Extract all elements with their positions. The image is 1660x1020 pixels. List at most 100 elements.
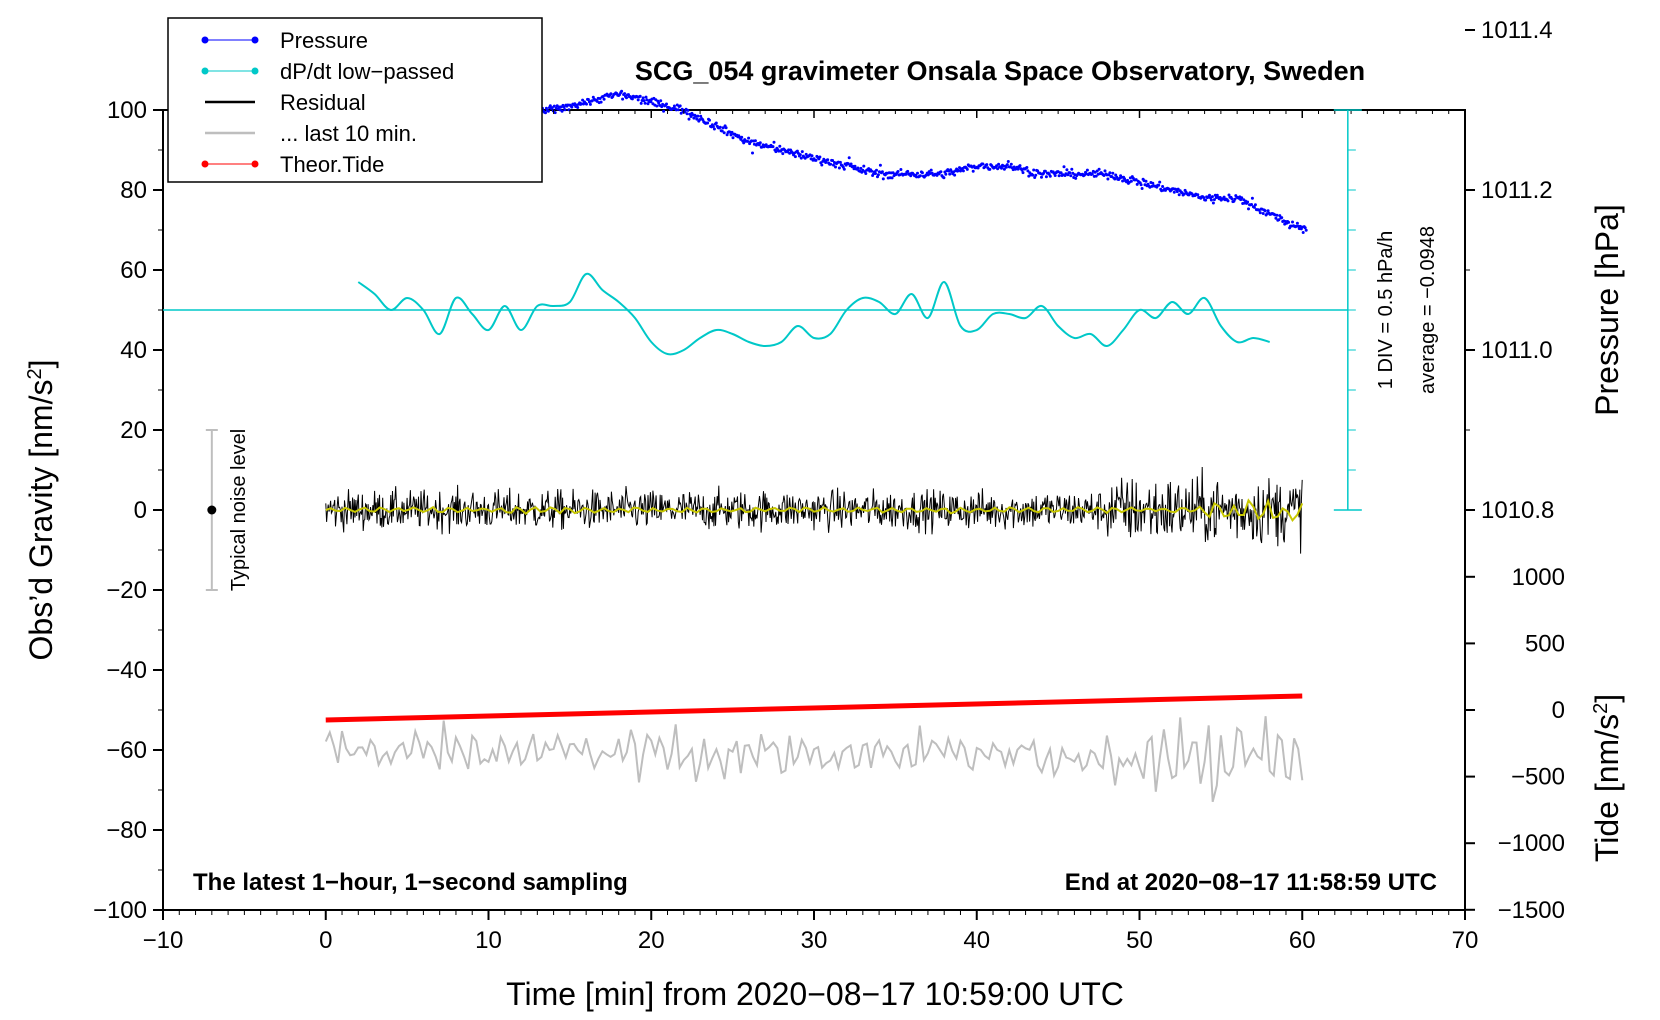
pressure-point	[576, 106, 580, 109]
pressure-point	[814, 158, 818, 162]
legend-swatch-dot	[201, 67, 209, 75]
pressure-point	[1246, 200, 1250, 204]
pressure-point	[859, 166, 863, 170]
noise-level-bar	[205, 429, 218, 591]
legend-label: dP/dt low−passed	[280, 59, 454, 84]
pressure-point	[1048, 174, 1052, 178]
pressure-point	[1182, 192, 1186, 196]
pressure-point	[988, 167, 992, 171]
pressure-point	[896, 170, 900, 173]
pressure-point	[758, 141, 762, 145]
pressure-point	[771, 145, 775, 149]
pressure-point	[1031, 173, 1035, 177]
pressure-point	[1151, 181, 1155, 185]
pressure-point	[838, 160, 842, 164]
pressure-point	[810, 154, 814, 158]
pressure-point	[818, 155, 822, 159]
pressure-point	[685, 112, 689, 116]
pressure-point	[1277, 218, 1281, 222]
pressure-point	[562, 105, 566, 109]
pressure-point	[1304, 228, 1308, 232]
noise-bar-center-dot	[207, 505, 217, 515]
pressure-point	[1135, 182, 1139, 186]
pressure-point	[793, 155, 797, 159]
pressure-point	[1176, 187, 1180, 191]
pressure-point	[725, 133, 729, 137]
pressure-point	[1287, 220, 1291, 224]
x-tick-label: −10	[143, 927, 184, 954]
pressure-point	[1057, 174, 1061, 178]
x-tick-label: 60	[1289, 927, 1316, 954]
legend-swatch-dot	[201, 36, 209, 44]
x-axis: −10 0 10 20 30 40 50 60 70	[143, 110, 1478, 954]
pressure-point	[847, 156, 851, 160]
pressure-point	[621, 97, 625, 101]
pressure-point	[1134, 178, 1138, 182]
pressure-point	[1016, 167, 1020, 171]
tide-axis: 1000 500 0 −500 −1000 −1500	[1465, 564, 1565, 924]
pressure-point	[890, 176, 894, 180]
pressure-point	[1261, 212, 1265, 215]
pressure-point	[687, 117, 691, 121]
pressure-point	[909, 174, 913, 178]
y-tick-label: 60	[120, 257, 147, 284]
pressure-point	[1126, 178, 1129, 182]
pressure-point	[639, 101, 643, 105]
pressure-point	[842, 167, 846, 171]
pressure-point	[731, 136, 735, 140]
pressure-point	[1000, 166, 1003, 170]
pressure-point	[598, 97, 602, 100]
pressure-point	[837, 166, 841, 170]
pressure-point	[1263, 209, 1267, 213]
pressure-point	[1250, 196, 1254, 200]
y-tick-label: −20	[106, 577, 147, 604]
pressure-point	[799, 156, 803, 160]
pressure-point	[920, 171, 924, 175]
pressure-point	[643, 101, 647, 105]
pressure-point	[1043, 169, 1047, 173]
pressure-point	[906, 169, 910, 173]
pressure-point	[875, 168, 878, 172]
x-tick-label: 0	[319, 927, 332, 954]
pressure-point	[944, 172, 948, 176]
footer-left: The latest 1−hour, 1−second sampling	[193, 869, 628, 896]
tide-tick-label: −1500	[1498, 897, 1565, 924]
pressure-point	[641, 96, 645, 100]
y-tick-label: 20	[120, 417, 147, 444]
tide-axis-title: Tide [nm/s2]	[1589, 694, 1625, 862]
pressure-point	[1053, 174, 1057, 177]
pressure-point	[588, 102, 592, 106]
x-tick-label: 50	[1126, 927, 1153, 954]
pressure-point	[831, 159, 835, 162]
tide-axis-title-sup: 2	[1590, 703, 1612, 714]
pressure-point	[586, 98, 590, 101]
pressure-point	[1157, 183, 1161, 187]
pressure-point	[695, 117, 699, 121]
pressure-point	[706, 121, 710, 125]
pressure-point	[544, 111, 547, 115]
pressure-point	[1002, 167, 1006, 171]
pressure-point	[638, 94, 642, 98]
pressure-point	[997, 162, 1001, 166]
tide-axis-title-main: Tide [nm/s	[1589, 714, 1625, 862]
dpdt-average-label: average = −0.0948	[1417, 226, 1439, 394]
pressure-point	[798, 153, 802, 157]
pressure-point	[1227, 193, 1231, 197]
pressure-point	[1009, 162, 1013, 166]
pressure-point	[1295, 221, 1299, 225]
y-tick-label: 0	[134, 497, 147, 524]
pressure-tick-label: 1011.2	[1481, 177, 1553, 204]
pressure-point	[680, 107, 684, 111]
pressure-point	[724, 126, 728, 130]
pressure-point	[720, 129, 724, 133]
pressure-point	[899, 168, 903, 171]
pressure-point	[722, 131, 726, 135]
y-tick-label: −60	[106, 737, 147, 764]
pressure-point	[1106, 177, 1110, 181]
legend-label: ... last 10 min.	[280, 121, 417, 146]
pressure-point	[1021, 171, 1025, 175]
pressure-axis: 1010.8 1011.0 1011.2 1011.4	[1465, 17, 1554, 524]
pressure-point	[961, 169, 965, 173]
pressure-point	[746, 139, 750, 143]
legend-swatch-dot	[251, 36, 259, 44]
